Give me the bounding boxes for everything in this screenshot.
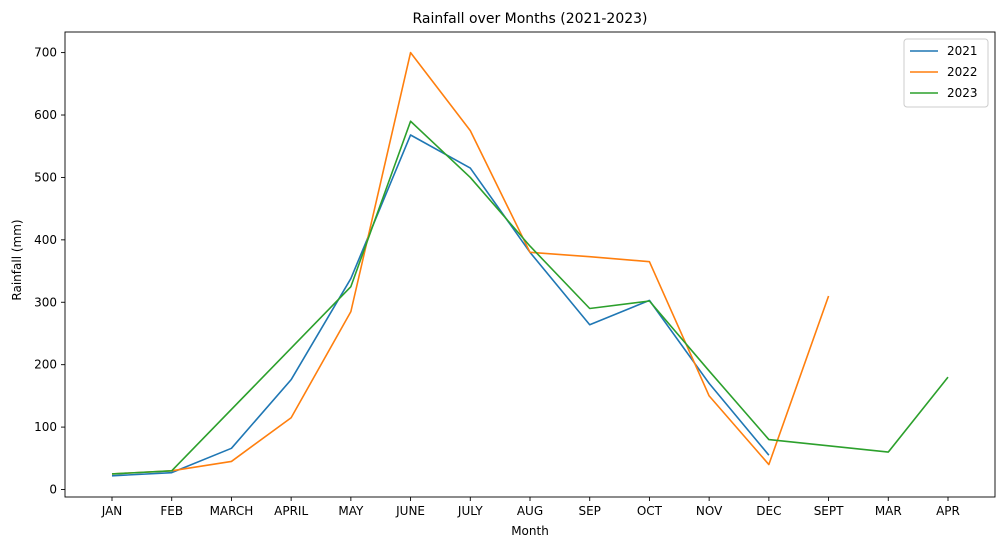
y-tick-label: 700 bbox=[34, 46, 57, 60]
x-tick-label: JULY bbox=[457, 504, 483, 518]
x-tick-label: SEPT bbox=[814, 504, 844, 518]
y-axis-label: Rainfall (mm) bbox=[10, 219, 24, 300]
x-tick-label: APRIL bbox=[274, 504, 308, 518]
x-tick-label: SEP bbox=[578, 504, 600, 518]
y-tick-label: 300 bbox=[34, 295, 57, 309]
x-tick-label: AUG bbox=[517, 504, 543, 518]
y-tick-label: 400 bbox=[34, 233, 57, 247]
y-tick-label: 200 bbox=[34, 358, 57, 372]
series-line-2021 bbox=[111, 134, 770, 477]
legend: 2021 2022 2023 bbox=[903, 38, 989, 108]
y-tick-label: 600 bbox=[34, 108, 57, 122]
series-line-2022 bbox=[111, 51, 830, 475]
x-tick-label: JAN bbox=[101, 504, 123, 518]
plot-frame bbox=[64, 31, 996, 498]
legend-label-2022: 2022 bbox=[947, 65, 978, 79]
y-tick-label: 500 bbox=[34, 170, 57, 184]
x-axis-label: Month bbox=[511, 524, 549, 538]
x-tick-label: DEC bbox=[756, 504, 781, 518]
chart-title: Rainfall over Months (2021-2023) bbox=[412, 11, 647, 27]
x-tick-label: MARCH bbox=[210, 504, 254, 518]
y-tick-label: 0 bbox=[49, 483, 57, 497]
x-tick-label: NOV bbox=[696, 504, 723, 518]
legend-box bbox=[903, 38, 989, 108]
legend-label-2023: 2023 bbox=[947, 86, 978, 100]
x-tick-label: FEB bbox=[160, 504, 183, 518]
x-tick-label: APR bbox=[936, 504, 960, 518]
x-tick-label: MAR bbox=[875, 504, 902, 518]
legend-label-2021: 2021 bbox=[947, 44, 978, 58]
y-tick-label: 100 bbox=[34, 420, 57, 434]
x-tick-label: MAY bbox=[338, 504, 364, 518]
series-layer bbox=[111, 51, 949, 477]
x-tick-label: OCT bbox=[637, 504, 663, 518]
axes-layer: JAN FEB MARCH APRIL MAY JUNE JULY AUG SEP OCT NOV D… bbox=[34, 31, 996, 518]
x-tick-label: JUNE bbox=[395, 504, 425, 518]
series-line-2023 bbox=[111, 120, 949, 475]
